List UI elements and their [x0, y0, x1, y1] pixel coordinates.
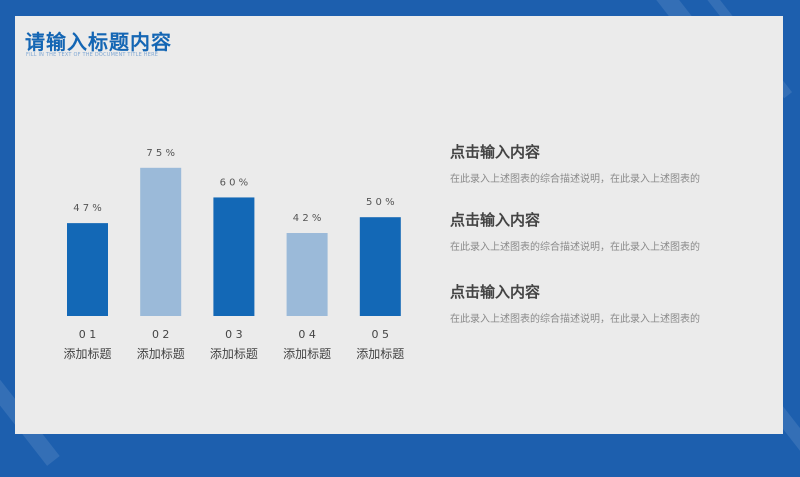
bar-2 — [140, 167, 182, 316]
category-number-label: 0 3 — [225, 328, 243, 341]
bar-value-label: 4 2 % — [293, 213, 322, 224]
category-number-label: 0 2 — [152, 328, 170, 341]
category-title-label: 添加标题 — [137, 347, 185, 361]
slide-panel: 请输入标题内容 FILL IN THE TEXT OF THE DOCUMENT… — [15, 16, 783, 434]
bar-value-label: 5 0 % — [366, 197, 395, 208]
bar-value-label: 7 5 % — [146, 148, 175, 159]
category-number-label: 0 1 — [79, 328, 97, 341]
bar-1 — [67, 223, 108, 316]
bar-value-label: 6 0 % — [220, 177, 249, 188]
bar-3 — [213, 197, 255, 316]
bar-value-label: 4 7 % — [73, 203, 102, 214]
slide-title[interactable]: 请输入标题内容 — [25, 30, 172, 54]
text-block-description[interactable]: 在此录入上述图表的综合描述说明，在此录入上述图表的 — [450, 174, 700, 185]
category-title-label: 添加标题 — [356, 347, 404, 361]
text-block-heading[interactable]: 点击输入内容 — [450, 211, 541, 229]
bar-4 — [286, 233, 328, 316]
bar-5 — [359, 217, 401, 316]
category-number-label: 0 5 — [372, 328, 390, 341]
text-block-1: 点击输入内容 在此录入上述图表的综合描述说明，在此录入上述图表的 — [450, 141, 700, 185]
slide-subtitle: FILL IN THE TEXT OF THE DOCUMENT TITLE H… — [26, 52, 159, 58]
text-block-heading[interactable]: 点击输入内容 — [450, 283, 541, 301]
text-block-description[interactable]: 在此录入上述图表的综合描述说明，在此录入上述图表的 — [450, 314, 700, 325]
text-block-heading[interactable]: 点击输入内容 — [450, 143, 541, 161]
text-block-2: 点击输入内容 在此录入上述图表的综合描述说明，在此录入上述图表的 — [450, 209, 700, 253]
category-title-label: 添加标题 — [210, 347, 258, 361]
category-number-label: 0 4 — [298, 328, 316, 341]
text-block-3: 点击输入内容 在此录入上述图表的综合描述说明，在此录入上述图表的 — [450, 281, 700, 325]
text-block-description[interactable]: 在此录入上述图表的综合描述说明，在此录入上述图表的 — [450, 242, 700, 253]
category-title-label: 添加标题 — [63, 347, 111, 361]
category-title-label: 添加标题 — [283, 347, 331, 361]
bar-chart: 4 7 % 0 1 添加标题 7 5 % 0 2 添加标题 6 0 % 0 3 添加标题 4 2 … — [63, 148, 404, 361]
